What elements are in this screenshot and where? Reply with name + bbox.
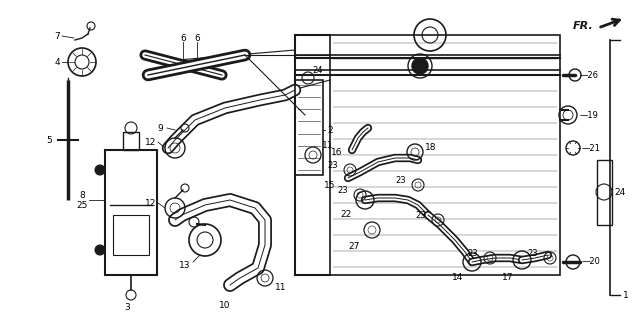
Text: 9: 9 [157,124,163,132]
Text: 17: 17 [502,273,514,282]
Text: 1: 1 [623,291,629,300]
Text: 12: 12 [144,138,156,147]
Text: —20: —20 [582,258,601,267]
Text: 7: 7 [54,31,60,41]
Text: 5: 5 [46,135,52,145]
Bar [295,80,323,175]
Circle shape [412,58,428,74]
Text: —19: —19 [580,110,599,119]
Bar [330,35,560,275]
Text: 11: 11 [275,283,286,292]
Bar [123,132,139,150]
Text: 16: 16 [331,148,342,156]
Text: 27: 27 [349,242,360,251]
Text: 23: 23 [415,211,426,220]
Text: 4: 4 [54,58,60,67]
Text: 14: 14 [452,274,464,283]
Text: 22: 22 [341,210,352,219]
Text: 12: 12 [144,198,156,207]
Text: 23: 23 [467,249,478,258]
Text: —21: —21 [582,143,601,153]
Circle shape [95,165,105,175]
Text: 23: 23 [328,161,338,170]
Bar [113,215,149,255]
Text: 24: 24 [614,188,625,196]
Text: 24: 24 [312,66,322,75]
Text: 25: 25 [76,201,88,210]
Text: FR.: FR. [573,21,594,31]
Text: 13: 13 [179,260,190,269]
Bar [105,150,157,275]
Text: 18: 18 [425,142,436,151]
Text: —26: —26 [580,70,599,79]
Text: 23: 23 [396,175,406,185]
Text: 6: 6 [194,34,200,43]
Text: 8: 8 [80,190,85,199]
Text: 15: 15 [324,180,335,189]
Text: 23: 23 [527,249,538,258]
Bar [597,160,612,225]
Text: 10: 10 [219,300,231,309]
Text: 2: 2 [327,125,333,134]
Circle shape [95,245,105,255]
Text: 6: 6 [180,34,186,43]
Text: 3: 3 [124,302,130,311]
Text: 23: 23 [337,186,348,195]
Text: 11: 11 [322,140,333,149]
